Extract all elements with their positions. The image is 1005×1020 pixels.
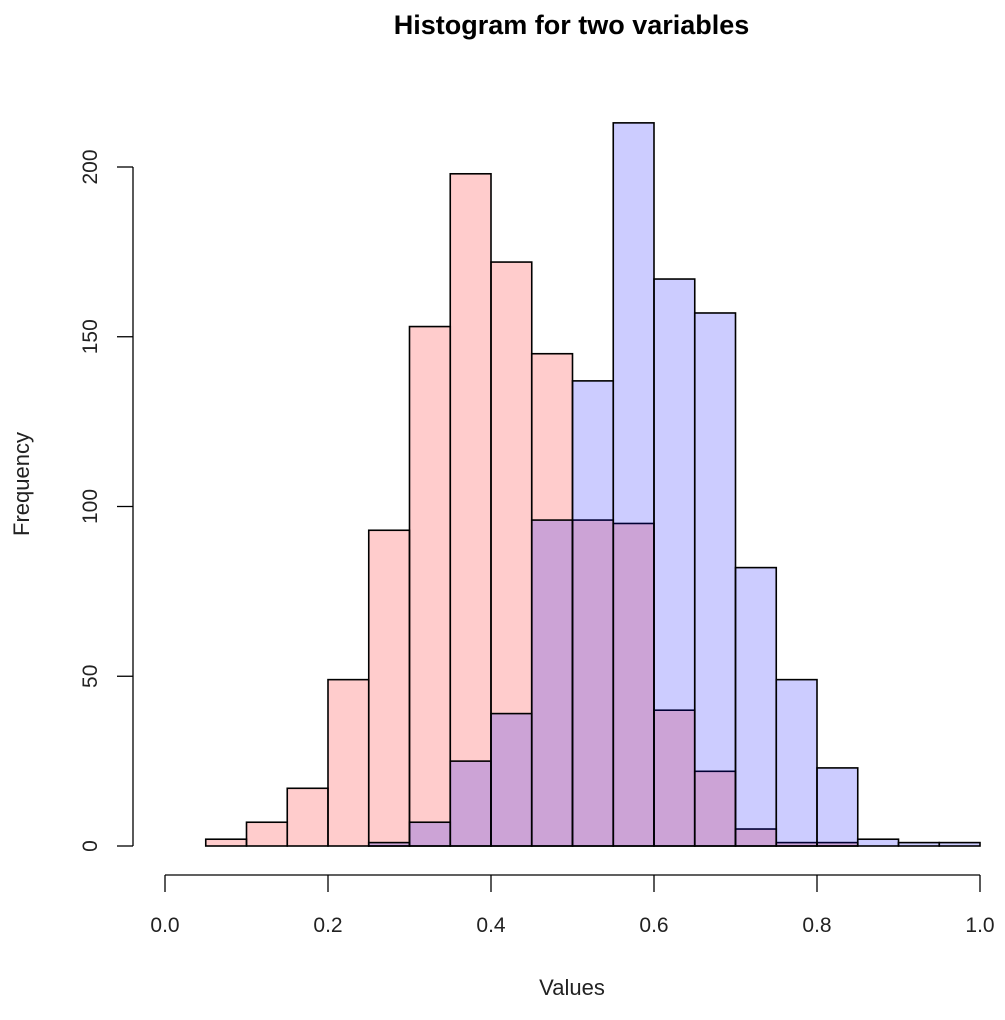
y-tick-label: 100 (79, 489, 102, 524)
histogram-bar (856, 838, 900, 847)
histogram-bar (816, 767, 859, 847)
x-axis-label: Values (539, 975, 605, 1000)
x-axis: 0.0 0.2 0.4 0.6 0.8 1.0 (150, 874, 995, 937)
x-tick-label: 0.6 (639, 914, 668, 937)
histogram-bar (449, 172, 492, 847)
histogram-bar (204, 838, 248, 847)
y-tick-label: 150 (79, 319, 102, 354)
histogram-bar (897, 841, 941, 847)
histogram-bar (408, 821, 452, 847)
histogram-bar (653, 709, 696, 847)
x-tick-label: 0.0 (150, 914, 179, 937)
chart-title: Histogram for two variables (393, 10, 750, 40)
series-blue-bars (367, 122, 981, 847)
histogram-bar (571, 380, 615, 847)
histogram-bar (938, 841, 981, 847)
histogram-bar (286, 787, 329, 847)
histogram-bar (449, 760, 492, 847)
histogram-bar (367, 529, 411, 847)
histogram-bar (693, 312, 737, 847)
histogram-bar (490, 712, 533, 847)
y-axis: 0 50 100 150 200 (79, 149, 134, 852)
y-tick-label: 50 (79, 665, 102, 688)
histogram-bar (734, 566, 778, 847)
histogram-bar (612, 522, 655, 847)
histogram-bar (245, 821, 289, 847)
histogram-bar (612, 122, 655, 847)
histogram-bar (530, 519, 574, 847)
histogram-bar (653, 278, 696, 847)
histogram-bar (408, 325, 452, 847)
x-tick-label: 0.4 (476, 914, 506, 937)
series-red-bars (204, 172, 859, 847)
x-tick-label: 0.8 (802, 914, 831, 937)
y-tick-label: 0 (79, 840, 102, 852)
histogram-bar (775, 678, 818, 847)
histogram-bar (327, 678, 370, 847)
x-tick-label: 1.0 (965, 914, 994, 937)
x-tick-label: 0.2 (313, 914, 342, 937)
histogram-bar (367, 841, 411, 847)
y-tick-label: 200 (79, 149, 102, 184)
